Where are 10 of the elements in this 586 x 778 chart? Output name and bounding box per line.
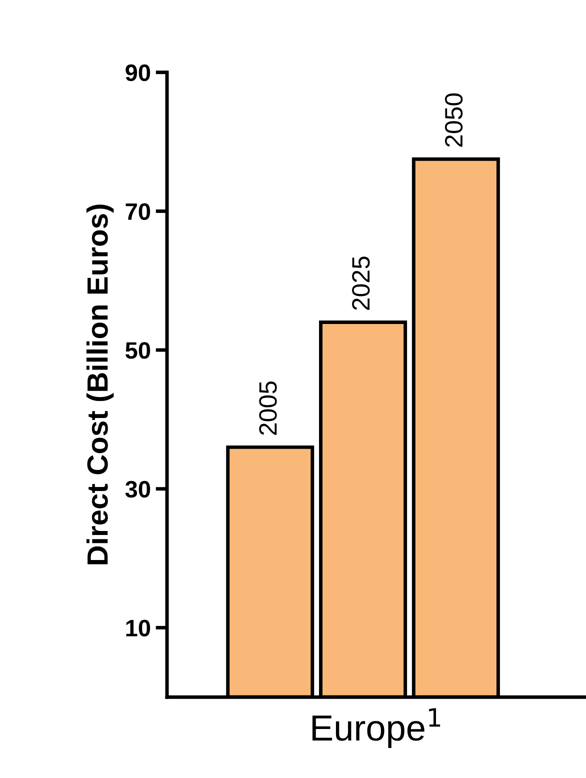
x-tick-label: 2025	[352, 256, 370, 310]
y-tick-label: 50	[126, 342, 150, 359]
x-tick-label: 2050	[444, 93, 463, 147]
x-axis-title: Europe$^{1}$	[312, 708, 440, 748]
y-tick-label: 10	[126, 620, 150, 636]
y-tick-label: 90	[126, 64, 150, 82]
y-tick-label: 70	[126, 203, 150, 220]
y-axis-title: Direct Cost (Billion Euros)	[86, 204, 114, 564]
x-tick-label: 2005	[259, 382, 277, 435]
y-tick-label: 30	[125, 480, 150, 498]
